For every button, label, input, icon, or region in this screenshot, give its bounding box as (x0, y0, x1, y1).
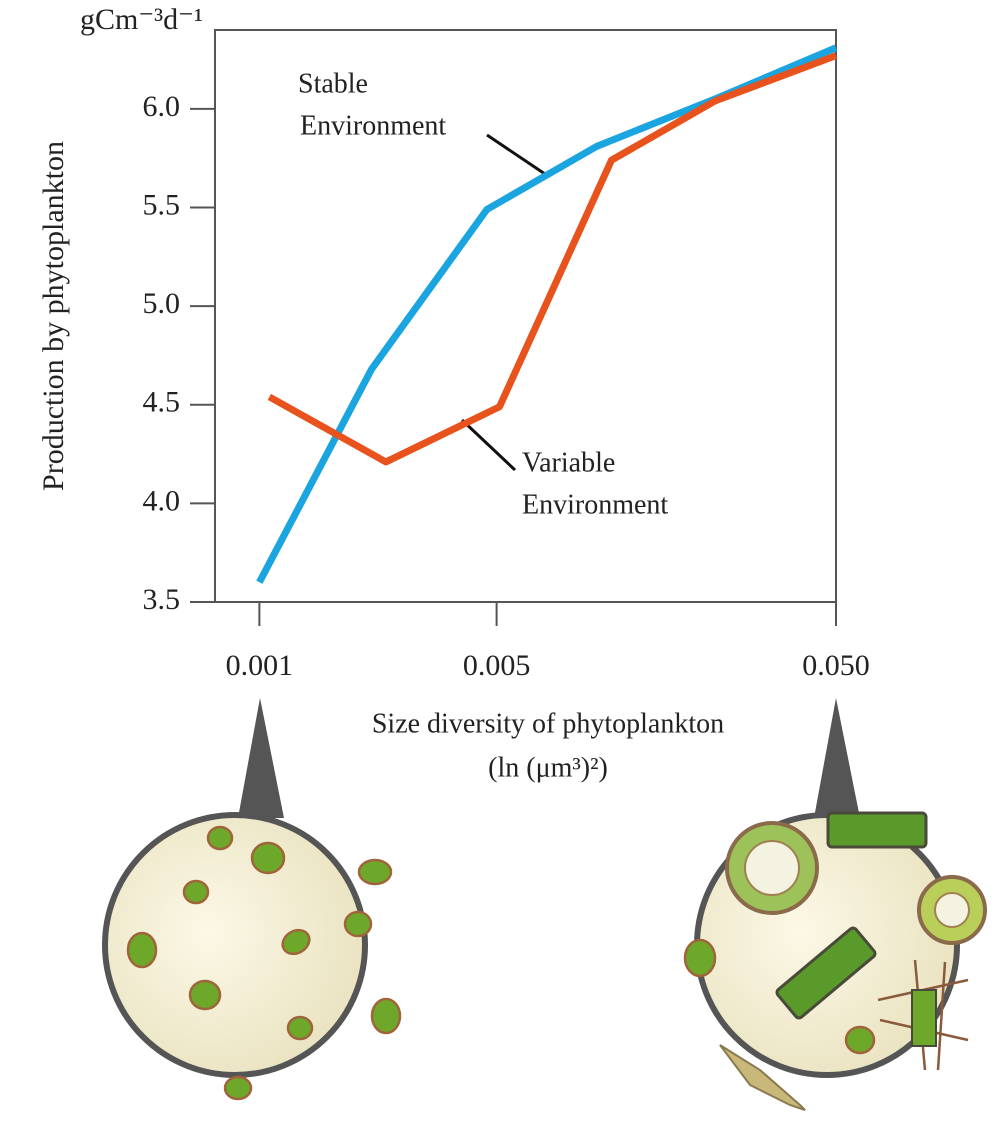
page: {"chart_data": { "type": "line", "y_unit… (0, 0, 999, 1129)
y-unit: gCm⁻³d⁻¹ (80, 3, 203, 36)
y-tick-label: 4.5 (143, 386, 181, 419)
leader-line (462, 420, 515, 470)
x-axis-label: (ln (μm³)²) (488, 752, 608, 783)
y-tick-label: 5.5 (143, 188, 181, 221)
high-diversity-illustration (685, 813, 985, 1110)
chart: gCm⁻³d⁻¹ Production by phytoplankton Siz… (0, 0, 999, 1129)
pointer (238, 698, 284, 818)
x-tick-label: 0.001 (226, 649, 294, 682)
series-label: Environment (300, 110, 446, 141)
y-tick-label: 3.5 (143, 583, 181, 616)
y-tick-label: 6.0 (143, 90, 181, 123)
leader-line (487, 135, 545, 174)
x-axis-label: Size diversity of phytoplankton (372, 708, 724, 739)
series-label: Stable (298, 68, 368, 99)
x-tick-label: 0.005 (463, 649, 531, 682)
y-axis-label: Production by phytoplankton (37, 141, 70, 491)
series-label: Variable (522, 447, 615, 478)
low-diversity-illustration (105, 815, 400, 1099)
y-tick-label: 5.0 (143, 287, 181, 320)
y-tick-label: 4.0 (143, 484, 181, 517)
series-label: Environment (522, 489, 668, 520)
x-tick-label: 0.050 (802, 649, 870, 682)
pointer (814, 698, 860, 818)
